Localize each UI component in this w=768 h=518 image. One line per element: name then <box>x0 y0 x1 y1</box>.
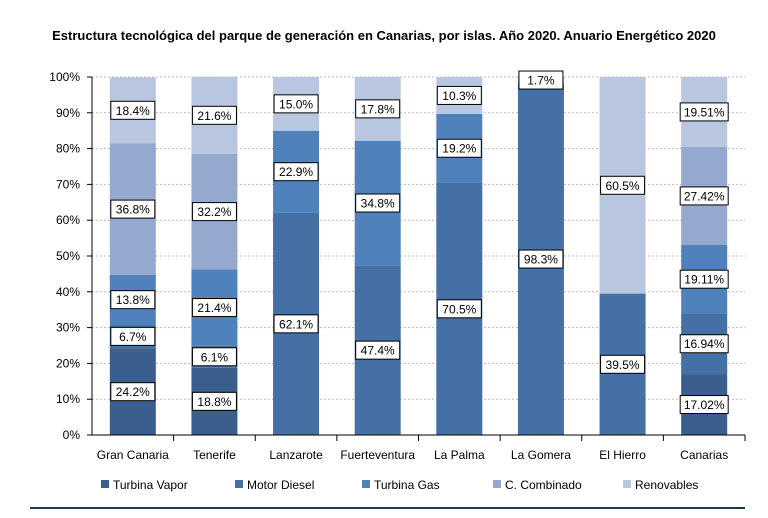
legend-label: Renovables <box>635 478 698 492</box>
data-label-box <box>110 382 156 402</box>
x-tick-label: La Palma <box>434 448 485 462</box>
data-label-box <box>355 193 401 213</box>
data-label-box <box>355 340 401 360</box>
x-tick-label: Fuerteventura <box>340 448 415 462</box>
y-tick-label: 90% <box>56 106 80 120</box>
data-label: 27.42% <box>684 189 725 203</box>
data-label: 17.8% <box>361 102 395 116</box>
y-tick-label: 80% <box>56 142 80 156</box>
data-label: 17.02% <box>684 398 725 412</box>
data-label-box <box>191 391 237 411</box>
data-label-box <box>191 298 237 318</box>
y-tick-label: 100% <box>49 70 80 84</box>
data-label: 32.2% <box>197 205 231 219</box>
legend-swatch <box>101 480 109 488</box>
data-label-box <box>110 326 156 346</box>
y-tick-label: 30% <box>56 321 80 335</box>
data-label: 10.3% <box>442 89 476 103</box>
data-label: 18.8% <box>197 395 231 409</box>
data-label-box <box>679 334 729 354</box>
data-label-box <box>436 299 482 319</box>
legend-label: C. Combinado <box>505 478 582 492</box>
data-label-box <box>191 347 237 367</box>
data-label-box <box>110 199 156 219</box>
data-label-box <box>518 70 564 90</box>
data-label-box <box>191 202 237 222</box>
x-tick-label: La Gomera <box>511 448 571 462</box>
y-tick-label: 10% <box>56 392 80 406</box>
data-label: 6.7% <box>119 330 147 344</box>
x-tick-label: El Hierro <box>599 448 646 462</box>
legend-label: Turbina Gas <box>374 478 440 492</box>
data-label-box <box>600 175 646 195</box>
data-label: 19.51% <box>684 105 725 119</box>
data-label-box <box>273 314 319 334</box>
data-label: 36.8% <box>116 203 150 217</box>
data-label: 15.0% <box>279 97 313 111</box>
x-tick-label: Canarias <box>680 448 728 462</box>
legend-swatch <box>362 480 370 488</box>
data-label-box <box>679 395 729 415</box>
data-label: 24.2% <box>116 385 150 399</box>
legend-swatch <box>493 480 501 488</box>
legend-label: Turbina Vapor <box>113 478 188 492</box>
y-tick-label: 20% <box>56 356 80 370</box>
legend-swatch <box>623 480 631 488</box>
data-label-box <box>110 290 156 310</box>
x-tick-label: Tenerife <box>193 448 236 462</box>
data-label: 70.5% <box>442 302 476 316</box>
legend-label: Motor Diesel <box>247 478 314 492</box>
y-tick-label: 70% <box>56 177 80 191</box>
data-label: 16.94% <box>684 337 725 351</box>
data-label: 21.6% <box>197 109 231 123</box>
data-label: 98.3% <box>524 253 558 267</box>
data-label: 18.4% <box>116 104 150 118</box>
data-label: 1.7% <box>527 74 555 88</box>
data-label: 34.8% <box>361 197 395 211</box>
data-label-box <box>679 269 729 289</box>
y-tick-label: 50% <box>56 249 80 263</box>
x-tick-label: Gran Canaria <box>97 448 169 462</box>
y-tick-label: 60% <box>56 213 80 227</box>
data-label-box <box>518 249 564 269</box>
data-label: 22.9% <box>279 165 313 179</box>
data-label: 6.1% <box>201 350 229 364</box>
data-label-box <box>273 162 319 182</box>
data-label: 39.5% <box>606 358 640 372</box>
data-label: 60.5% <box>606 179 640 193</box>
data-label: 62.1% <box>279 317 313 331</box>
data-label: 19.2% <box>442 142 476 156</box>
data-label-box <box>273 94 319 114</box>
data-label: 13.8% <box>116 293 150 307</box>
data-label: 21.4% <box>197 301 231 315</box>
chart-title: Estructura tecnológica del parque de gen… <box>52 28 716 43</box>
x-tick-label: Lanzarote <box>269 448 323 462</box>
y-tick-label: 40% <box>56 285 80 299</box>
data-label-box <box>355 99 401 119</box>
data-label: 47.4% <box>361 344 395 358</box>
data-label-box <box>191 105 237 125</box>
data-label: 19.11% <box>684 273 724 287</box>
y-tick-label: 0% <box>63 428 81 442</box>
legend-swatch <box>235 480 243 488</box>
data-label-box <box>110 100 156 120</box>
data-label-box <box>679 186 729 206</box>
data-label-box <box>436 85 482 105</box>
data-label-box <box>679 102 729 122</box>
data-label-box <box>436 138 482 158</box>
data-label-box <box>600 354 646 374</box>
